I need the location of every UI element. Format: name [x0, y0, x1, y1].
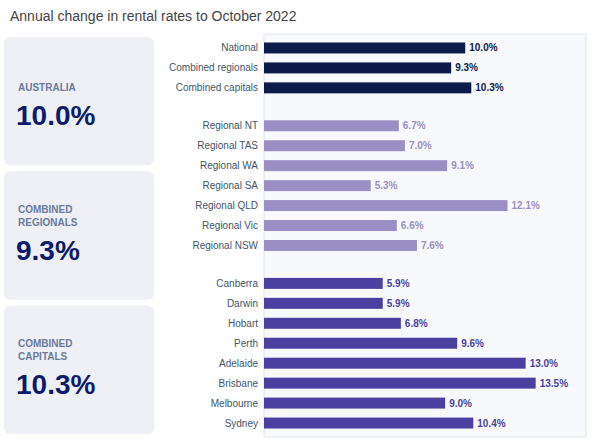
bar: [264, 298, 383, 309]
kpi-card: AUSTRALIA 10.0%: [4, 37, 154, 165]
tick-label: Sydney: [225, 418, 258, 429]
data-label: 9.6%: [461, 338, 484, 349]
bar: [264, 82, 471, 93]
bar: [264, 62, 451, 73]
kpi-background: [4, 306, 154, 434]
data-label: 6.7%: [403, 120, 426, 131]
bar: [264, 220, 397, 231]
tick-label: Regional SA: [202, 180, 258, 191]
tick-label: Combined capitals: [176, 82, 258, 93]
kpi-background: [4, 171, 154, 299]
bar: [264, 42, 465, 53]
data-label: 10.3%: [475, 82, 503, 93]
tick-label: Hobart: [228, 318, 258, 329]
kpi-value: 10.0%: [16, 100, 95, 131]
chart: Annual change in rental rates to October…: [0, 0, 596, 443]
kpi-label: COMBINEDCAPITALS: [18, 338, 72, 362]
bar: [264, 240, 417, 251]
tick-label: Combined regionals: [169, 62, 258, 73]
data-label: 5.9%: [387, 278, 410, 289]
data-label: 9.1%: [451, 160, 474, 171]
tick-label: Regional QLD: [195, 200, 258, 211]
data-label: 6.6%: [401, 220, 424, 231]
bar: [264, 398, 445, 409]
data-label: 13.0%: [530, 358, 558, 369]
tick-label: Perth: [234, 338, 258, 349]
bar: [264, 180, 371, 191]
bar: [264, 278, 383, 289]
data-label: 13.5%: [540, 378, 568, 389]
bar: [264, 160, 447, 171]
bar: [264, 120, 399, 131]
data-label: 6.8%: [405, 318, 428, 329]
data-label: 9.0%: [449, 398, 472, 409]
tick-label: Regional WA: [200, 160, 258, 171]
data-label: 5.3%: [375, 180, 398, 191]
bar: [264, 418, 473, 429]
bar: [264, 338, 457, 349]
bar: [264, 200, 508, 211]
kpi-card: COMBINEDREGIONALS 9.3%: [4, 171, 154, 299]
tick-label: Adelaide: [219, 358, 258, 369]
kpi-label: COMBINEDREGIONALS: [18, 204, 78, 228]
tick-label: National: [221, 42, 258, 53]
tick-label: Regional NT: [202, 120, 258, 131]
tick-label: Regional Vic: [202, 220, 258, 231]
tick-label: Regional NSW: [192, 240, 258, 251]
bars: [264, 42, 536, 428]
bar: [264, 378, 536, 389]
bar: [264, 358, 526, 369]
kpi-value: 10.3%: [16, 369, 95, 400]
tick-label: Regional TAS: [197, 140, 258, 151]
bar: [264, 140, 405, 151]
data-label: 9.3%: [455, 62, 478, 73]
data-label: 7.6%: [421, 240, 444, 251]
data-label: 5.9%: [387, 298, 410, 309]
plot-area: [264, 34, 586, 437]
data-label: 7.0%: [409, 140, 432, 151]
data-label: 12.1%: [512, 200, 540, 211]
tick-label: Brisbane: [219, 378, 259, 389]
data-label: 10.0%: [469, 42, 497, 53]
bar: [264, 318, 401, 329]
tick-label: Canberra: [216, 278, 258, 289]
kpi-label: AUSTRALIA: [18, 82, 76, 93]
title: Annual change in rental rates to October…: [10, 8, 297, 24]
kpi-value: 9.3%: [16, 235, 80, 266]
kpi-card: COMBINEDCAPITALS 10.3%: [4, 306, 154, 434]
labels: National 10.0% Combined regionals 9.3% Combi…: [169, 42, 568, 428]
data-label: 10.4%: [477, 418, 505, 429]
tick-label: Melbourne: [211, 398, 259, 409]
kpi-background: [4, 37, 154, 165]
tick-label: Darwin: [227, 298, 258, 309]
